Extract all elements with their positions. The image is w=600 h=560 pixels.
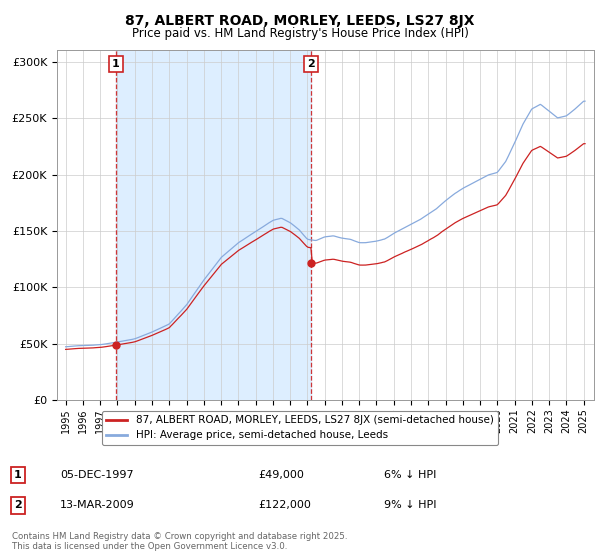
Text: 2: 2 (14, 501, 22, 510)
Text: £122,000: £122,000 (258, 501, 311, 510)
Text: 05-DEC-1997: 05-DEC-1997 (60, 470, 134, 480)
Text: Contains HM Land Registry data © Crown copyright and database right 2025.
This d: Contains HM Land Registry data © Crown c… (12, 532, 347, 551)
Legend: 87, ALBERT ROAD, MORLEY, LEEDS, LS27 8JX (semi-detached house), HPI: Average pri: 87, ALBERT ROAD, MORLEY, LEEDS, LS27 8JX… (103, 411, 497, 445)
Bar (116, 50, 311, 400)
Text: £49,000: £49,000 (258, 470, 304, 480)
Text: 1: 1 (112, 59, 120, 69)
Text: 1: 1 (14, 470, 22, 480)
Text: 87, ALBERT ROAD, MORLEY, LEEDS, LS27 8JX: 87, ALBERT ROAD, MORLEY, LEEDS, LS27 8JX (125, 14, 475, 28)
Text: Price paid vs. HM Land Registry's House Price Index (HPI): Price paid vs. HM Land Registry's House … (131, 27, 469, 40)
Text: 2: 2 (307, 59, 315, 69)
Text: 9% ↓ HPI: 9% ↓ HPI (384, 501, 437, 510)
Text: 13-MAR-2009: 13-MAR-2009 (60, 501, 135, 510)
Text: 6% ↓ HPI: 6% ↓ HPI (384, 470, 436, 480)
